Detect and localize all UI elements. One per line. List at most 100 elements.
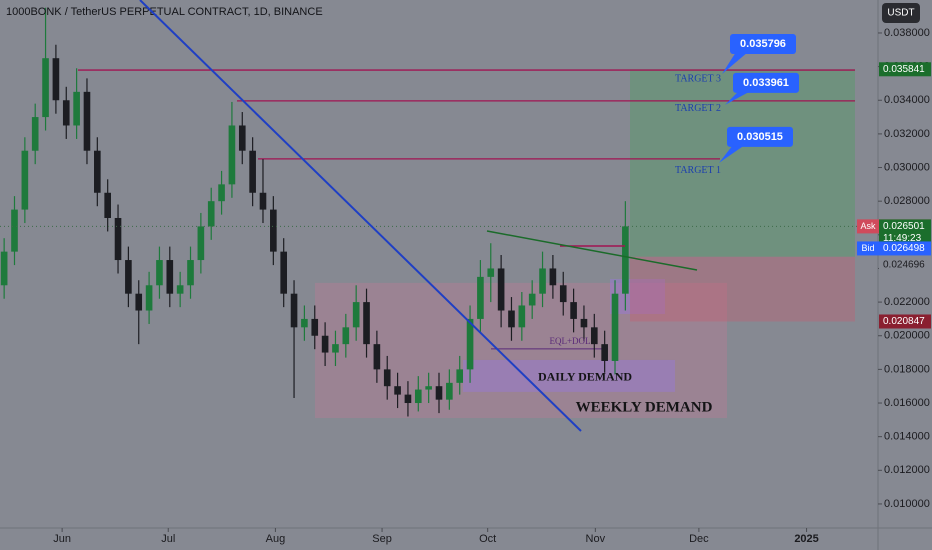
x-tick-label: Oct: [479, 533, 496, 545]
demand-zone: [463, 359, 675, 392]
candle-body: [508, 310, 515, 328]
y-tick-label: 0.038000: [884, 27, 930, 39]
zone-label: WEEKLY DEMAND: [576, 399, 713, 415]
candle-body: [477, 276, 484, 319]
y-tick-label: 0.020000: [884, 330, 930, 342]
candle-body: [290, 293, 298, 328]
candle-body: [83, 91, 91, 151]
callout-box: [730, 34, 796, 55]
candle-body: [31, 117, 39, 151]
bid-label: Bid: [861, 243, 874, 253]
candle-body: [259, 192, 267, 210]
candle-body: [156, 260, 163, 286]
candle-body: [311, 318, 319, 336]
ask-label: Ask: [860, 221, 876, 231]
bid-price-label: 0.026498: [883, 243, 925, 254]
candle-body: [446, 382, 453, 400]
candle-body: [11, 209, 18, 252]
candle-body: [114, 217, 122, 261]
candle-body: [21, 150, 29, 210]
x-tick-label: Jul: [161, 533, 175, 545]
stop-price-label-bg: [879, 314, 931, 329]
candle-body: [332, 344, 339, 353]
liquidity-label: EQL+DOL: [549, 336, 590, 346]
candle-body: [207, 201, 215, 227]
candle-body: [145, 285, 153, 311]
y-tick-label: 0.032000: [884, 128, 930, 140]
candle-body: [197, 226, 205, 261]
countdown: 11:49:23: [883, 233, 922, 244]
callout-box: [727, 126, 793, 147]
zone-label: DAILY DEMAND: [538, 370, 632, 384]
candle-body: [425, 386, 432, 390]
candle-body: [321, 335, 329, 353]
candle-body: [363, 302, 370, 345]
candle-body: [176, 285, 184, 294]
entry-price-label-bg: [879, 257, 931, 272]
y-tick-label: 0.028000: [884, 195, 930, 207]
plot-area: [0, 7, 878, 418]
last-price-bg: [879, 219, 931, 246]
candle-body: [394, 386, 401, 395]
candle-body: [280, 251, 288, 294]
x-tick-label: Sep: [372, 533, 392, 545]
callout-label: 0.033961: [743, 77, 789, 89]
currency-label[interactable]: USDT: [887, 8, 914, 19]
target-label: TARGET 2: [675, 103, 721, 114]
y-tick-label: 0.016000: [884, 397, 930, 409]
target-price-label: 0.035841: [883, 64, 925, 75]
currency-button[interactable]: [882, 3, 920, 23]
candle-body: [125, 260, 132, 294]
candle-body: [301, 318, 308, 328]
callout-pointer: [719, 144, 745, 163]
candle-body: [549, 268, 557, 286]
callout-pointer: [725, 90, 751, 105]
x-tick-label: Jun: [53, 533, 71, 545]
x-tick-label: Dec: [689, 533, 709, 545]
callout-label: 0.030515: [737, 131, 783, 143]
candle-body: [435, 386, 443, 400]
candle-body: [52, 58, 60, 101]
entry-price-label: 0.024696: [883, 259, 925, 270]
candle-body: [580, 318, 588, 328]
candle-body: [404, 394, 412, 404]
candle-body: [218, 184, 225, 202]
target-label: TARGET 1: [675, 165, 721, 176]
candle-body: [342, 327, 350, 345]
candle-body: [570, 302, 577, 319]
candle-body: [559, 285, 567, 303]
candle-body: [414, 389, 422, 404]
bid-tag: [857, 241, 879, 256]
candle-body: [62, 100, 70, 126]
candle-body: [0, 251, 8, 286]
candle-body: [383, 369, 391, 387]
x-tick-label: Nov: [586, 533, 606, 545]
y-tick-label: 0.034000: [884, 94, 930, 106]
y-tick-label: 0.018000: [884, 363, 930, 375]
candle-body: [622, 226, 629, 294]
candle-body: [373, 344, 381, 370]
candle-body: [238, 125, 246, 151]
candle-body: [270, 209, 277, 252]
x-tick-label: Aug: [266, 533, 286, 545]
candle-body: [611, 293, 619, 361]
candle-body: [94, 150, 101, 193]
target-label: TARGET 3: [675, 73, 721, 84]
profit-zone: [630, 69, 855, 257]
x-tick-label: 2025: [794, 533, 818, 545]
target-price-label-bg: [879, 62, 931, 77]
trend-line: [486, 230, 698, 271]
candle-body: [601, 344, 608, 361]
candle-body: [590, 327, 598, 345]
bid-price-label-bg: [879, 241, 931, 256]
candle-body: [456, 369, 464, 383]
stop-price-label: 0.020847: [883, 316, 925, 327]
candle-body: [135, 293, 143, 311]
candle-body: [187, 260, 194, 286]
candle-body: [166, 260, 174, 294]
candle-body: [539, 268, 546, 294]
candle-body: [466, 318, 474, 370]
y-tick-label: 0.030000: [884, 161, 930, 173]
candle-body: [487, 268, 495, 277]
